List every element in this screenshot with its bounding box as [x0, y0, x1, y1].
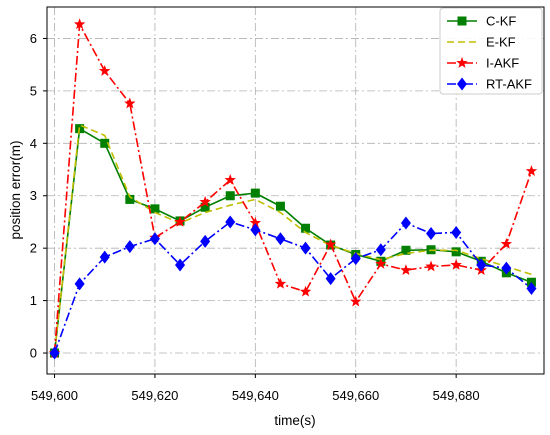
y-tick-label: 3 [30, 188, 37, 203]
data-point-c-kf [200, 202, 210, 212]
data-point-i-akf [73, 18, 86, 30]
y-tick-label: 0 [30, 346, 37, 361]
data-point-i-akf [199, 196, 211, 207]
data-point-c-kf [150, 204, 160, 214]
y-tick-label: 2 [30, 241, 37, 256]
data-point-i-akf [224, 174, 236, 185]
legend-label-i-akf: I-AKF [486, 56, 519, 71]
data-point-rt-akf [451, 225, 462, 239]
data-point-c-kf [275, 201, 285, 211]
plot-frame [46, 6, 545, 375]
data-point-i-akf [124, 97, 136, 109]
x-tick-label: 549,680 [433, 388, 480, 403]
legend-box [439, 7, 543, 95]
data-point-i-akf [450, 258, 462, 270]
data-point-rt-akf [300, 241, 311, 255]
data-point-rt-akf [175, 258, 186, 272]
axis-ticks: 549,600 549,620 549,640 549,660 549,680 0 1 2 3 4… [30, 31, 480, 403]
data-point-c-kf [401, 245, 411, 255]
data-point-i-akf [425, 260, 437, 272]
legend: C-KF E-KF I-AKF RT-AKF [439, 7, 543, 95]
legend-marker-c-kf [457, 16, 467, 26]
legend-marker-i-akf [456, 57, 468, 68]
data-point-rt-akf [501, 261, 512, 275]
data-point-rt-akf [225, 215, 236, 229]
data-point-c-kf [225, 191, 235, 201]
data-point-i-akf [274, 277, 287, 289]
x-tick-label: 549,620 [131, 388, 178, 403]
data-point-rt-akf [250, 223, 261, 237]
x-tick-label: 549,600 [31, 388, 78, 403]
data-point-rt-akf [99, 250, 110, 264]
series-line-i-akf [53, 23, 533, 354]
data-point-i-akf [525, 165, 538, 176]
data-point-i-akf [324, 238, 337, 250]
data-point-c-kf [451, 247, 461, 257]
x-tick-label: 549,640 [232, 388, 279, 403]
y-tick-label: 5 [30, 83, 37, 98]
series-e-kf [53, 124, 532, 354]
data-point-rt-akf [350, 252, 361, 266]
x-tick-label: 549,660 [332, 388, 379, 403]
legend-item-rt-akf: RT-AKF [447, 77, 532, 92]
series-rt-akf [49, 215, 537, 360]
legend-label-e-kf: E-KF [486, 35, 516, 50]
legend-marker-rt-akf [457, 77, 467, 91]
data-point-i-akf [249, 217, 262, 228]
data-point-c-kf [250, 188, 260, 198]
data-point-i-akf [299, 285, 312, 297]
y-tick-label: 1 [30, 293, 37, 308]
data-point-rt-akf [74, 277, 85, 291]
data-point-rt-akf [149, 232, 160, 246]
data-point-rt-akf [200, 234, 211, 248]
data-point-rt-akf [124, 240, 135, 254]
data-point-rt-akf [400, 216, 411, 230]
data-point-i-akf [99, 64, 111, 76]
data-point-i-akf [500, 237, 513, 249]
data-point-rt-akf [426, 226, 437, 240]
y-tick-label: 6 [30, 31, 37, 46]
data-point-c-kf [301, 223, 311, 233]
data-point-rt-akf [275, 232, 286, 246]
data-point-i-akf [174, 215, 186, 227]
data-point-c-kf [125, 194, 135, 204]
series-line-e-kf [53, 124, 532, 354]
legend-item-c-kf: C-KF [447, 14, 516, 29]
data-point-i-akf [400, 264, 412, 276]
series-layer [48, 18, 538, 360]
y-tick-label: 4 [30, 136, 37, 151]
data-point-rt-akf [476, 258, 487, 272]
legend-label-rt-akf: RT-AKF [486, 77, 532, 92]
data-point-rt-akf [325, 272, 336, 286]
data-point-rt-akf [375, 243, 386, 257]
legend-item-i-akf: I-AKF [447, 56, 519, 71]
legend-item-e-kf: E-KF [447, 35, 516, 50]
data-point-c-kf [100, 138, 110, 148]
data-point-i-akf [350, 295, 362, 307]
legend-label-c-kf: C-KF [486, 14, 516, 29]
y-axis-title: position error(m) [8, 140, 23, 239]
data-point-rt-akf [526, 282, 537, 296]
data-point-rt-akf [49, 346, 60, 360]
x-axis-title: time(s) [274, 413, 315, 428]
data-point-i-akf [375, 257, 387, 269]
